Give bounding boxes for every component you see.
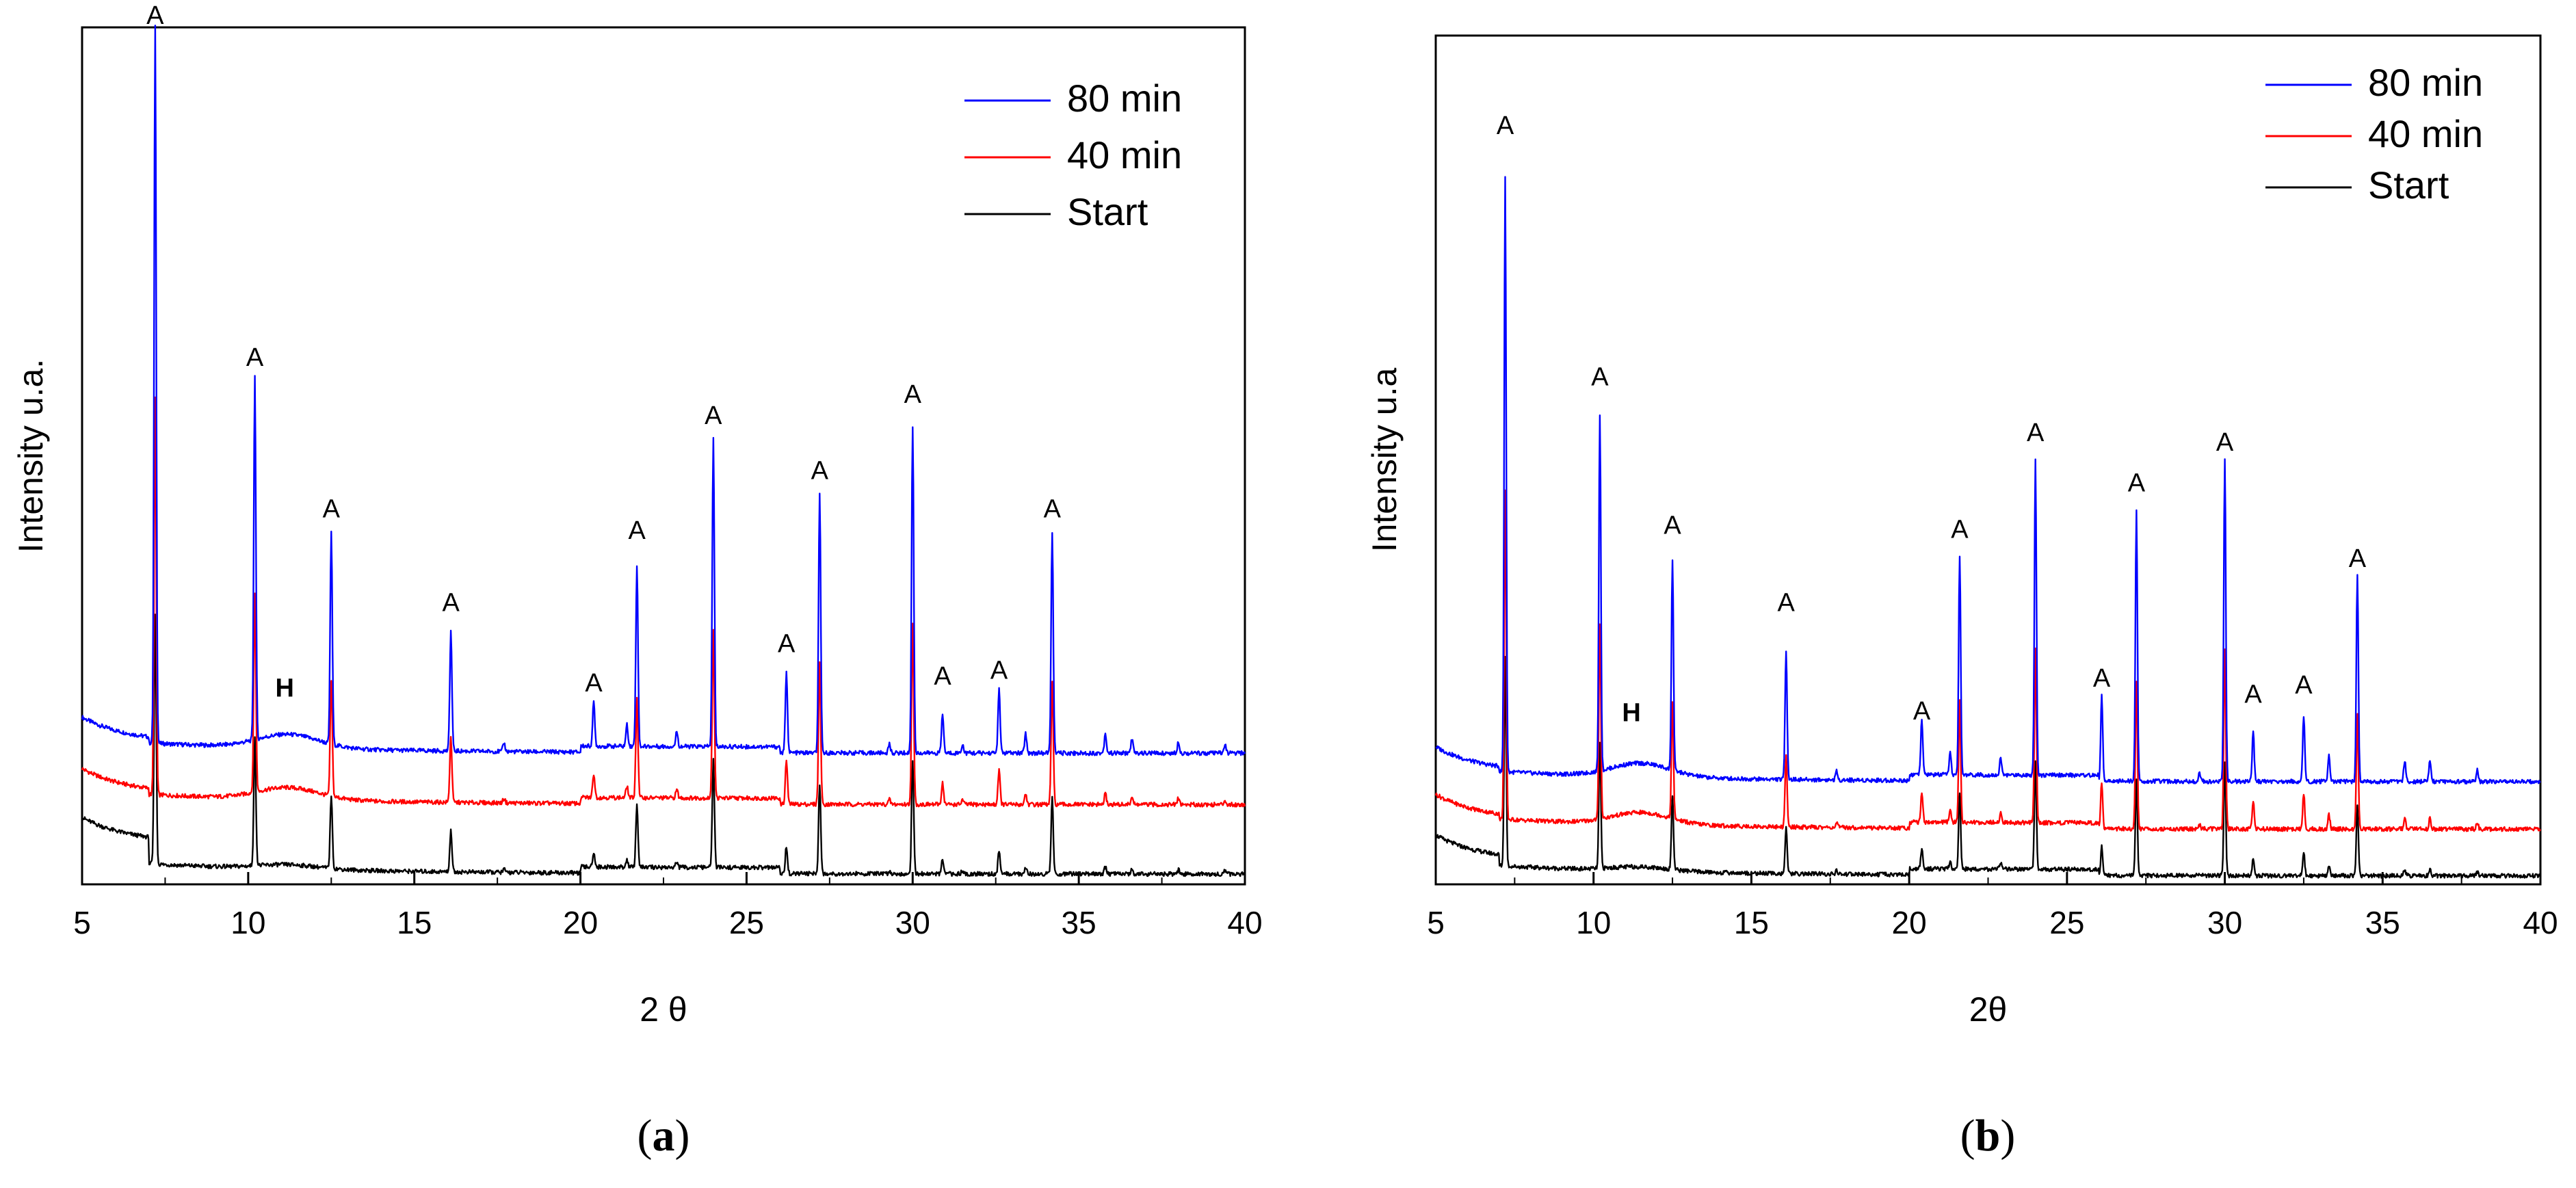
peak-label-a: A [2093,664,2111,693]
legend-label: Start [1067,190,1148,233]
peak-label-a: A [990,656,1008,685]
x-tick-label: 10 [231,905,265,940]
legend-label: 80 min [2368,61,2483,104]
peak-label-a: A [2244,680,2262,709]
legend: 80 min 40 min Start [964,77,1182,233]
series-line-80-min [81,25,1246,756]
series-line-40-min [1434,489,2542,832]
peak-label-a: A [2027,419,2045,447]
peak-label-a: A [323,495,341,524]
y-axis-title: Intensity u.a [1365,368,1404,553]
panel-caption: (a) [638,1111,690,1161]
legend: 80 min 40 min Start [2265,61,2483,207]
series-line-start [81,613,1246,877]
peak-label-a: A [2295,671,2313,700]
x-tick-label: 20 [1892,905,1927,940]
y-axis-title: Intensity u.a. [12,359,50,553]
peak-label-a: A [1044,495,1062,524]
peak-label-a: A [585,669,603,698]
x-tick-label: 25 [729,905,764,940]
x-tick-label: 20 [563,905,598,940]
peak-label-a: A [2216,428,2234,457]
x-tick-label: 40 [1227,905,1262,940]
peak-label-a: A [628,516,646,545]
peak-label-a: A [778,629,796,658]
peak-label-a: A [2349,544,2367,573]
caption-open: ( [638,1111,653,1161]
x-tick-label: 5 [73,905,91,940]
peak-label-a: A [1664,511,1681,540]
peak-label-a: A [146,1,164,30]
legend-label: 40 min [1067,133,1182,176]
caption-close: ) [675,1111,690,1161]
peak-label-a: A [705,401,722,430]
x-tick-label: 30 [2207,905,2242,940]
caption-letter: a [653,1111,675,1161]
x-tick-label: 35 [1062,905,1096,940]
peak-label-a: A [442,588,460,617]
series-line-start [1435,656,2542,879]
peak-label-a: A [1951,516,1969,544]
legend-label: 80 min [1067,77,1182,120]
legend-label: 40 min [2368,112,2483,155]
peak-label-a: A [1497,111,1514,140]
peak-label-a: A [904,380,922,409]
x-tick-label: 5 [1427,905,1445,940]
peak-label-a: A [1591,362,1609,391]
x-tick-label: 40 [2523,905,2558,940]
peak-label-a: A [1913,697,1931,726]
x-tick-label: 25 [2049,905,2084,940]
peak-label-a: A [811,456,829,485]
caption-close: ) [2000,1111,2015,1161]
peak-label-a: A [1778,588,1796,617]
chart-panel-a: 5 10 15 20 25 30 35 40 2 θ Intensity u.a. A A A A H A A A… [12,1,1263,1161]
peak-label-a: A [2128,468,2146,497]
peak-label-a: A [934,662,951,691]
peak-label-h: H [1622,699,1640,728]
series-line-80-min [1435,176,2541,785]
x-axis-title: 2 θ [640,990,687,1029]
x-tick-label: 30 [895,905,930,940]
peak-label-a: A [246,343,264,372]
x-tick-label: 10 [1576,905,1611,940]
panel-caption: (b) [1960,1111,2016,1161]
caption-letter: b [1975,1111,2001,1161]
x-tick-label: 15 [1734,905,1769,940]
peak-label-h: H [276,674,294,703]
x-tick-label: 15 [397,905,432,940]
x-tick-label: 35 [2365,905,2400,940]
x-axis-title: 2θ [1969,990,2008,1029]
legend-label: Start [2368,163,2449,207]
chart-panel-b: 5 10 15 20 25 30 35 40 2θ Intensity u.a A A A A H A A A A A… [1365,34,2558,1161]
series-line-40-min [81,396,1246,808]
caption-open: ( [1960,1111,1975,1161]
